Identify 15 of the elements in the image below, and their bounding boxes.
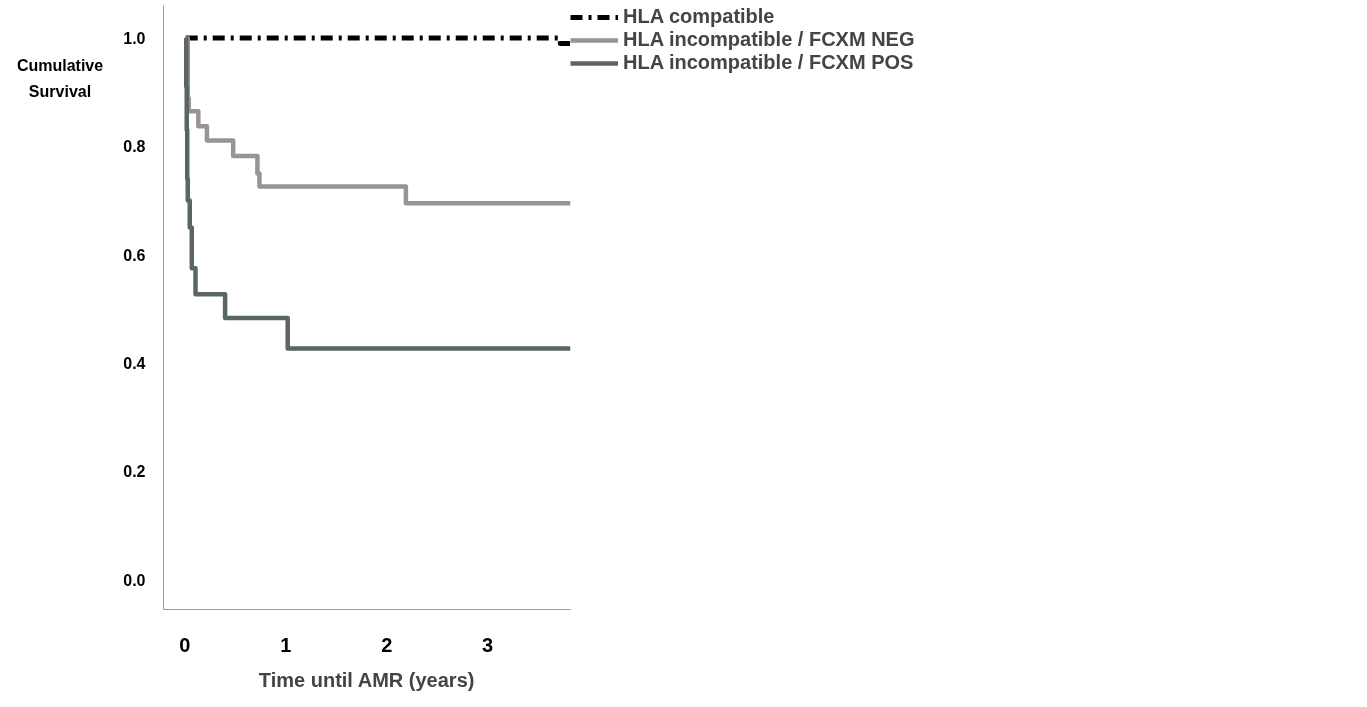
y-tick-label: 0.6 [123,246,146,264]
legend-label: HLA incompatible / FCXM NEG [623,28,915,51]
y-tick-label: 0.2 [123,463,146,481]
y-axis-title: Cumulative Survival [15,56,105,102]
y-tick-label: 1.0 [123,30,146,47]
x-tick-label: 0 [179,633,191,656]
y-tick-label: 0.0 [123,571,146,589]
y-tick-label: 0.8 [123,138,146,156]
legend-label: HLA compatible [623,5,775,28]
x-axis-title: Time until AMR (years) [258,668,475,691]
x-tick-label: 1 [280,633,292,656]
y-tick-label: 0.4 [123,355,146,373]
x-tick-label: 2 [381,633,393,656]
legend-label: HLA incompatible / FCXM POS [623,51,914,74]
x-tick-label: 3 [482,633,494,656]
